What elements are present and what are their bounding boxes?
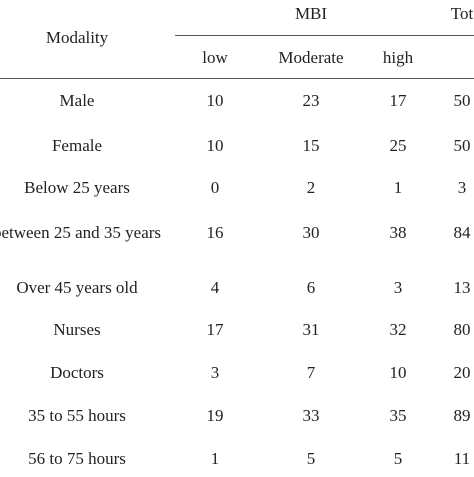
cell-value: 3	[393, 278, 403, 297]
row-label: Doctors	[50, 363, 104, 382]
cell-value: 1	[210, 449, 220, 468]
cell-value: 10	[206, 136, 224, 155]
cell-value: 80	[453, 320, 471, 339]
cell-value: 0	[210, 178, 220, 197]
header-total: Tot	[450, 4, 474, 23]
cell-value: 84	[453, 223, 471, 242]
cell-value: 50	[453, 136, 471, 155]
cell-value: 89	[453, 406, 471, 425]
cell-value: 6	[306, 278, 316, 297]
cell-value: 50	[453, 91, 471, 110]
cell-value: 17	[389, 91, 407, 110]
cell-value: 35	[389, 406, 407, 425]
cell-value: 30	[302, 223, 320, 242]
cell-value: 4	[210, 278, 220, 297]
cell-value: 5	[393, 449, 403, 468]
cell-value: 32	[389, 320, 407, 339]
header-rule	[0, 78, 474, 79]
row-label: Over 45 years old	[16, 278, 138, 297]
cell-value: 25	[389, 136, 407, 155]
row-label: 56 to 75 hours	[28, 449, 126, 468]
row-label: Male	[59, 91, 95, 110]
row-label: between 25 and 35 years	[0, 223, 162, 242]
cell-value: 2	[306, 178, 316, 197]
row-label: Nurses	[53, 320, 101, 339]
cell-value: 1	[393, 178, 403, 197]
header-modality: Modality	[45, 28, 109, 47]
cell-value: 17	[206, 320, 224, 339]
cell-value: 11	[453, 449, 471, 468]
row-label: 35 to 55 hours	[28, 406, 126, 425]
cell-value: 10	[389, 363, 407, 382]
subheader: low	[202, 48, 228, 67]
cell-value: 20	[453, 363, 471, 382]
cell-value: 16	[206, 223, 224, 242]
cell-value: 13	[453, 278, 471, 297]
cell-value: 23	[302, 91, 320, 110]
row-label: Below 25 years	[24, 178, 130, 197]
cell-value: 38	[389, 223, 407, 242]
subheader: Moderate	[278, 48, 344, 67]
cell-value: 7	[306, 363, 316, 382]
cell-value: 10	[206, 91, 224, 110]
cell-value: 33	[302, 406, 320, 425]
row-label: Female	[51, 136, 103, 155]
group-rule	[175, 35, 474, 36]
subheader: high	[382, 48, 414, 67]
cell-value: 3	[210, 363, 220, 382]
cell-value: 5	[306, 449, 316, 468]
cell-value: 31	[302, 320, 320, 339]
cell-value: 3	[457, 178, 467, 197]
cell-value: 15	[302, 136, 320, 155]
header-group: MBI	[294, 4, 328, 23]
cell-value: 19	[206, 406, 224, 425]
